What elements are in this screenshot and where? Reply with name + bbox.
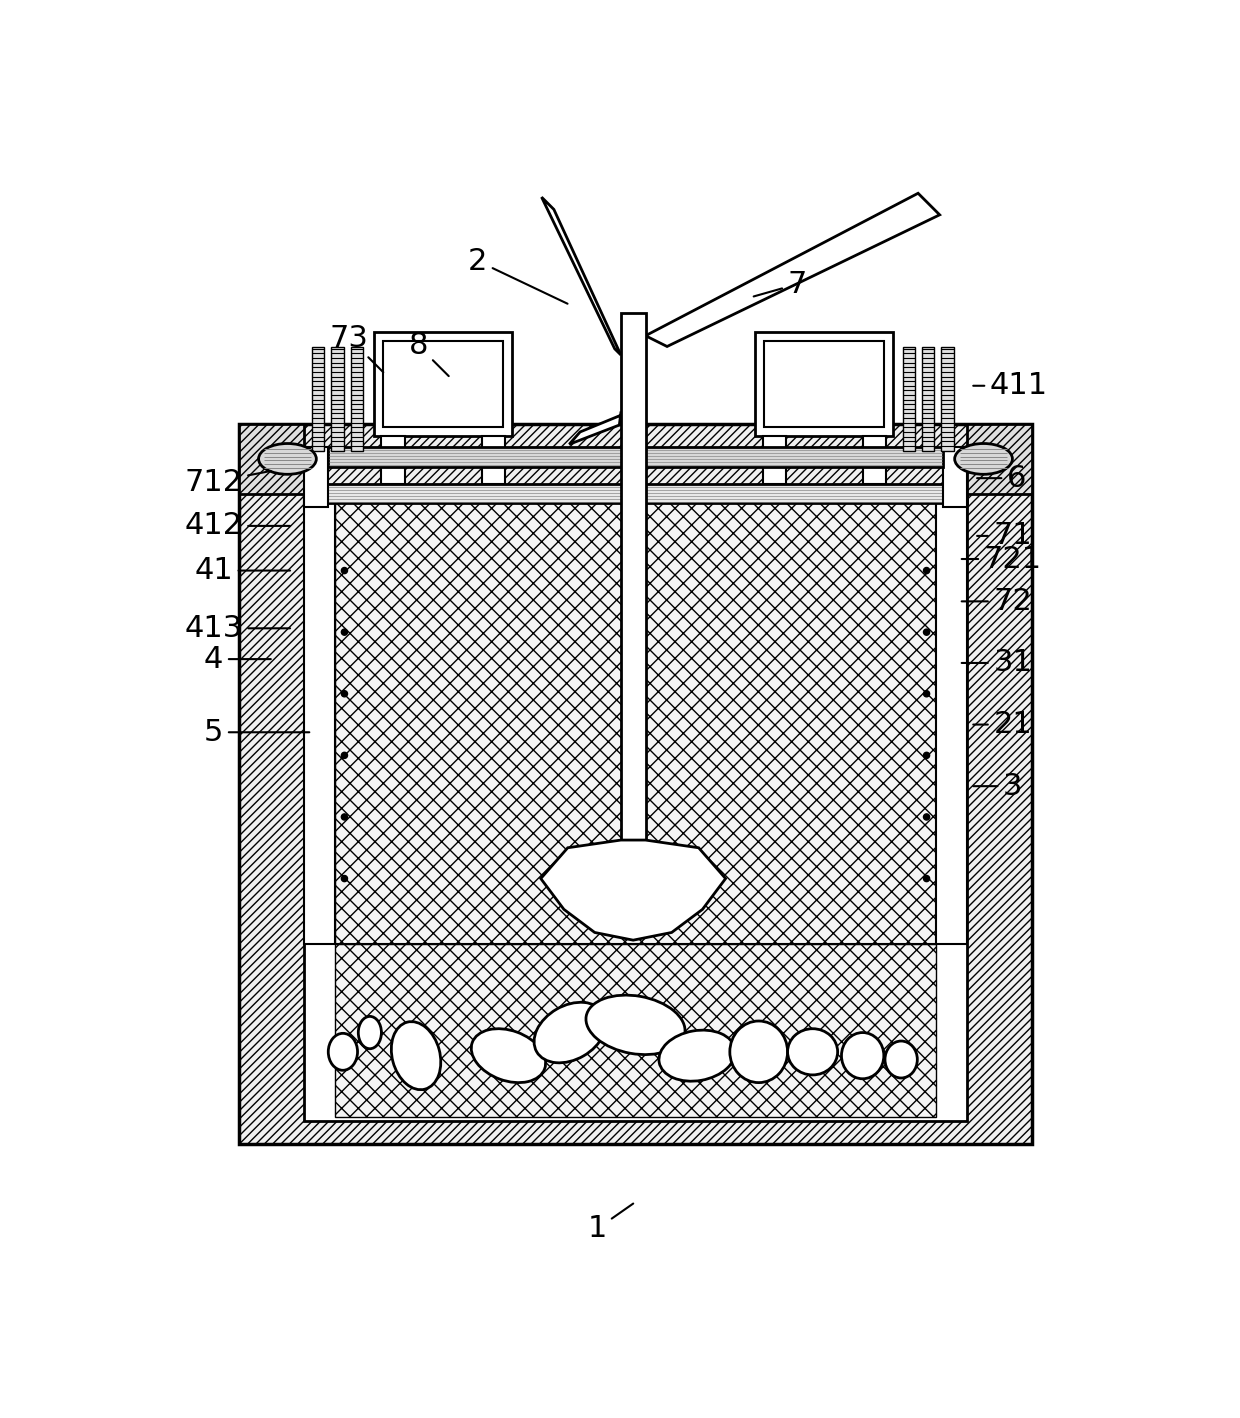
Text: 73: 73 [330, 323, 383, 373]
Ellipse shape [658, 1029, 735, 1081]
Polygon shape [542, 197, 621, 354]
Text: 721: 721 [962, 545, 1042, 573]
Ellipse shape [471, 1028, 546, 1082]
Text: 6: 6 [977, 464, 1027, 492]
Circle shape [341, 875, 347, 882]
Text: 712: 712 [185, 468, 270, 496]
Ellipse shape [534, 1003, 606, 1064]
Bar [755, 332, 894, 435]
Text: 3: 3 [973, 771, 1023, 801]
Text: 71: 71 [977, 522, 1032, 550]
Circle shape [924, 691, 930, 696]
Circle shape [341, 753, 347, 759]
Bar [863, 435, 885, 485]
Circle shape [341, 814, 347, 820]
Polygon shape [569, 413, 627, 444]
Text: 41: 41 [195, 556, 290, 586]
Bar [335, 944, 936, 1117]
Text: 2: 2 [467, 247, 568, 303]
Text: 1: 1 [588, 1204, 634, 1244]
Bar [331, 347, 343, 451]
Bar [239, 424, 1032, 1144]
Text: 413: 413 [185, 614, 290, 642]
Text: 412: 412 [185, 512, 290, 540]
Circle shape [341, 630, 347, 635]
Polygon shape [541, 839, 725, 940]
Bar [481, 435, 505, 485]
Text: 4: 4 [203, 645, 270, 674]
Text: 31: 31 [962, 648, 1032, 678]
Bar [239, 424, 304, 493]
Text: 411: 411 [973, 372, 1048, 400]
Bar [944, 447, 967, 508]
Text: 21: 21 [973, 710, 1032, 739]
Bar [764, 342, 884, 427]
Ellipse shape [358, 1017, 382, 1049]
Bar [312, 347, 325, 451]
Bar [304, 485, 967, 503]
Circle shape [924, 753, 930, 759]
Bar [327, 447, 944, 467]
Circle shape [924, 814, 930, 820]
Circle shape [924, 630, 930, 635]
Bar [304, 447, 327, 508]
Ellipse shape [885, 1041, 918, 1078]
Ellipse shape [392, 1021, 440, 1089]
Ellipse shape [787, 1028, 838, 1075]
Circle shape [924, 567, 930, 574]
Bar [373, 332, 512, 435]
Bar [383, 342, 503, 427]
Bar [304, 493, 335, 944]
Text: 7: 7 [754, 269, 807, 299]
Bar [941, 347, 954, 451]
Bar [763, 435, 786, 485]
Text: 5: 5 [203, 718, 309, 747]
Text: 72: 72 [962, 587, 1032, 615]
Text: 8: 8 [409, 332, 449, 376]
Ellipse shape [842, 1032, 884, 1079]
Ellipse shape [587, 995, 684, 1055]
Bar [903, 347, 915, 451]
Ellipse shape [259, 444, 316, 474]
Circle shape [341, 567, 347, 574]
Bar [921, 347, 934, 451]
Bar [936, 493, 967, 944]
Polygon shape [646, 193, 940, 346]
Bar [621, 312, 646, 839]
Bar [351, 347, 363, 451]
Ellipse shape [955, 444, 1012, 474]
Bar [382, 435, 404, 485]
Circle shape [924, 875, 930, 882]
Circle shape [341, 691, 347, 696]
Bar [335, 493, 936, 944]
Bar [967, 424, 1032, 493]
Bar [304, 493, 967, 1122]
Ellipse shape [730, 1021, 787, 1082]
Ellipse shape [329, 1034, 357, 1071]
